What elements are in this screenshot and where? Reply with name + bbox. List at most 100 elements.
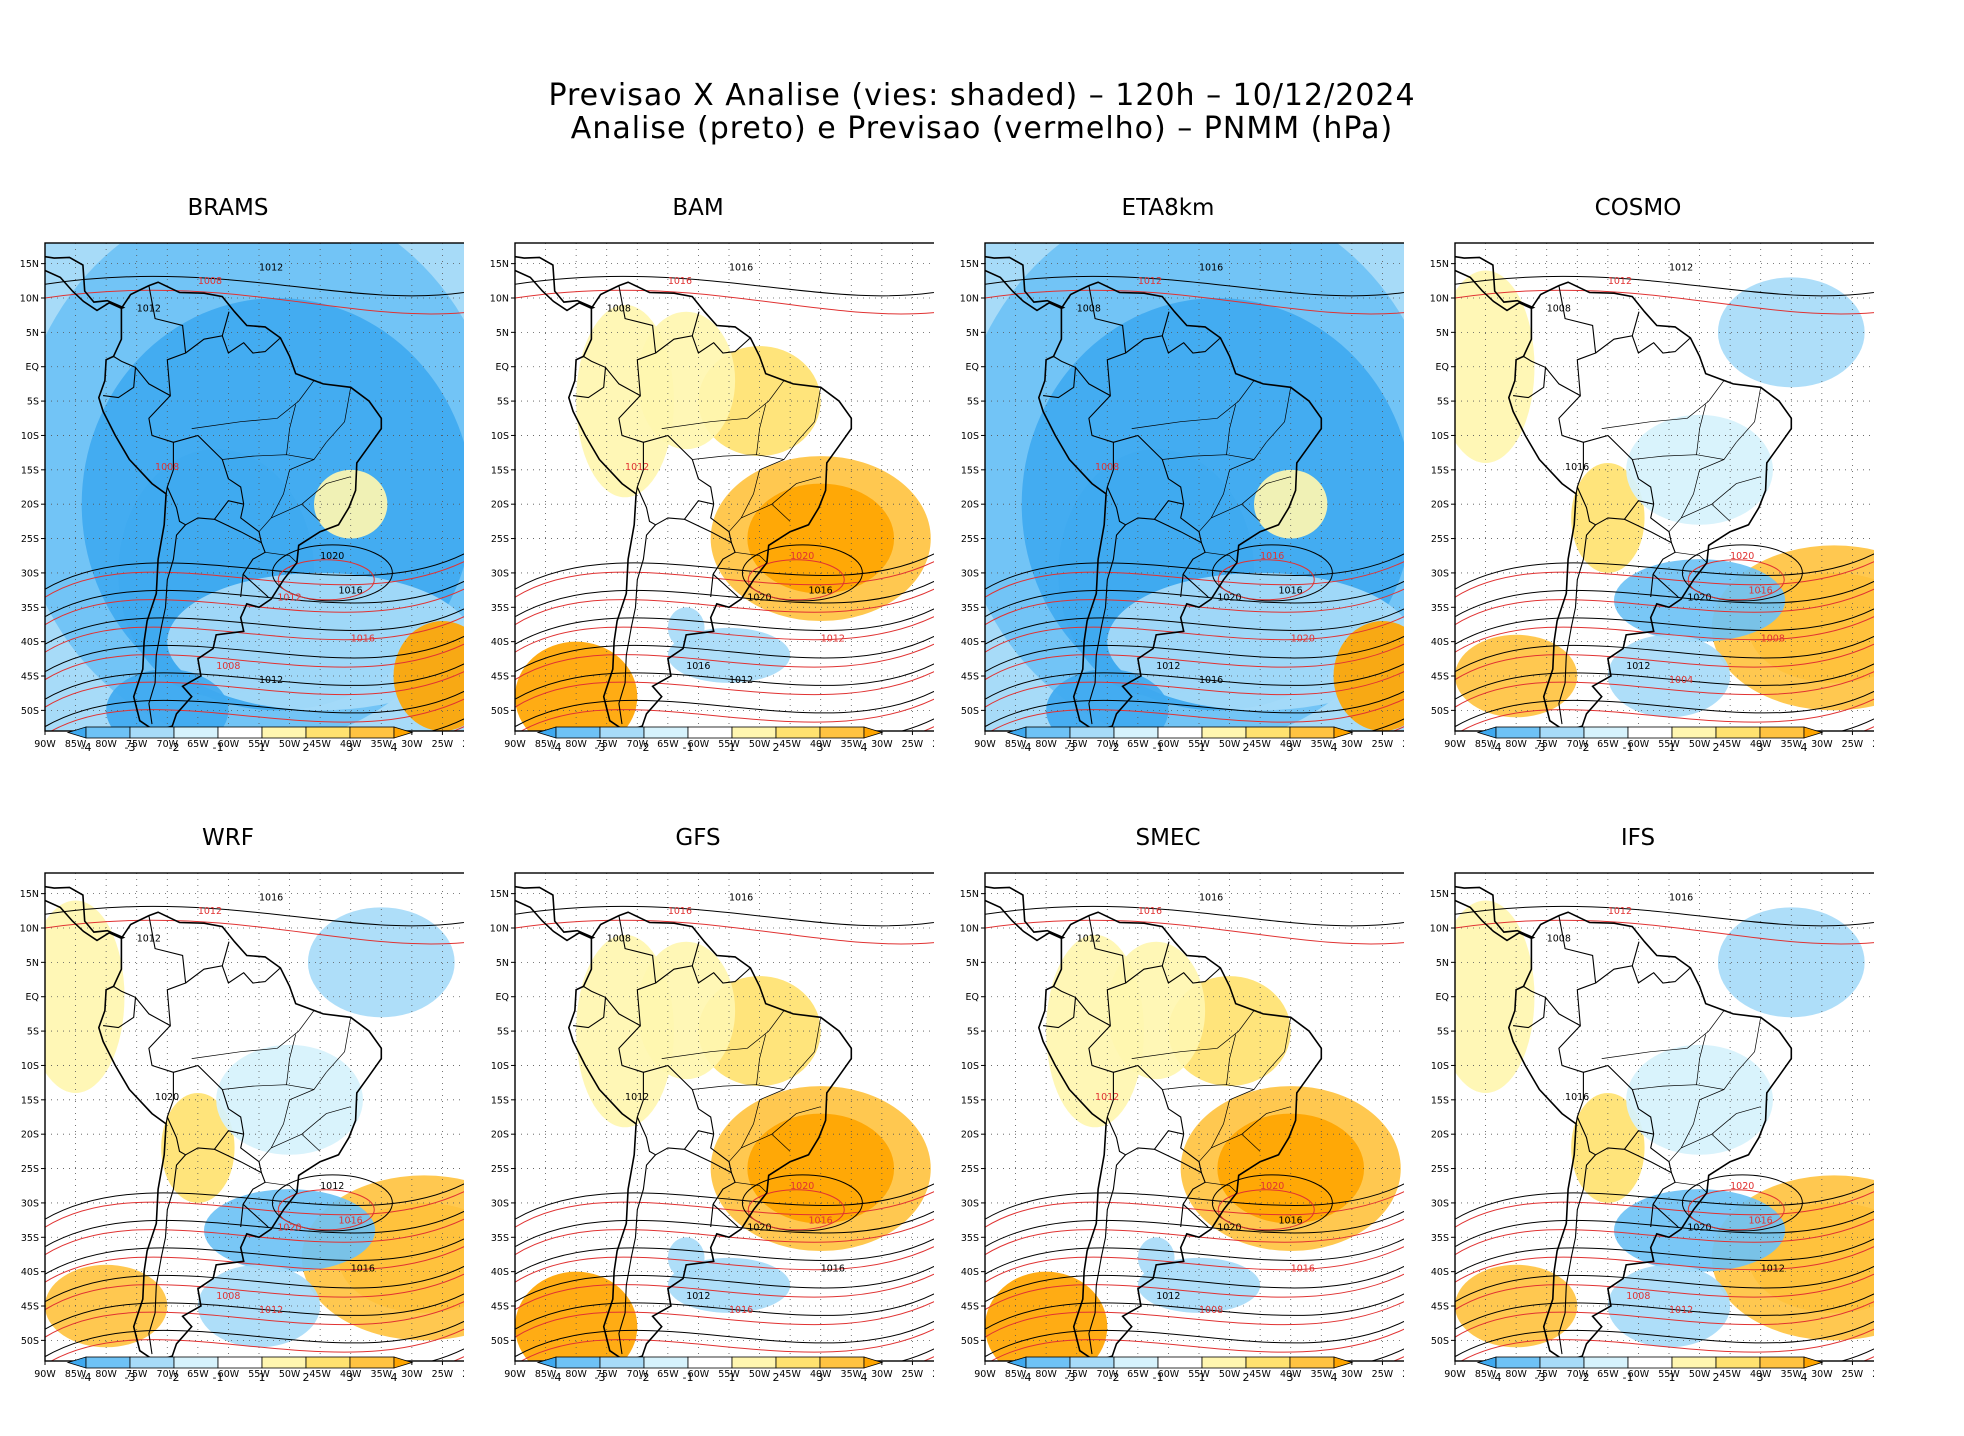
- lat-label: 20S: [961, 1130, 979, 1141]
- lat-label: 5N: [26, 958, 39, 969]
- forecast-contour: [990, 1324, 1413, 1361]
- lon-label: 50W: [749, 739, 771, 750]
- analysis-contour: [45, 1178, 473, 1220]
- colorbar-label: -4: [1021, 741, 1032, 754]
- colorbar-label: -3: [595, 1371, 606, 1384]
- colorbar-label: 2: [773, 741, 780, 754]
- lon-label: 45W: [779, 739, 801, 750]
- contour-label: 1012: [259, 1305, 283, 1316]
- lat-label: 25S: [21, 534, 39, 545]
- coastline: [45, 885, 126, 942]
- lon-label: 50W: [1689, 1369, 1711, 1380]
- colorbar-label: 4: [861, 741, 868, 754]
- lat-label: 15N: [960, 889, 979, 900]
- country-border: [1576, 486, 1654, 526]
- forecast-contour: [985, 1214, 1413, 1256]
- lat-label: 5N: [26, 328, 39, 339]
- bias-field: 1016 1016 1012 1012 1016 1020 1020 1016 1012 1008: [985, 873, 1413, 1361]
- panel-cosmo: COSMO 1012 1012 1008 1016 1016 1020 1020 1008 101…: [1418, 195, 1895, 765]
- contour-label: 1008: [1761, 634, 1785, 645]
- colorbar-segment: [1157, 1356, 1203, 1369]
- forecast-contour: [515, 1186, 943, 1228]
- analysis-contour: [515, 603, 943, 645]
- state-border: [740, 1089, 785, 1149]
- figure-title-line2: Analise (preto) e Previsao (vermelho) – …: [570, 111, 1394, 146]
- country-border: [1053, 285, 1127, 397]
- colorbar-label: 4: [1801, 1371, 1808, 1384]
- colorbar-label: -2: [169, 1371, 180, 1384]
- lat-label: 35S: [961, 1233, 979, 1244]
- colorbar-label: -1: [213, 1371, 224, 1384]
- bias-region: [747, 483, 895, 594]
- lat-label: 20S: [1431, 1130, 1449, 1141]
- country-border: [1053, 915, 1127, 1027]
- forecast-contour: [747, 559, 845, 601]
- lon-label: 20W: [932, 739, 934, 750]
- lon-label: 30W: [1341, 739, 1363, 750]
- analysis-contour: [1455, 1178, 1883, 1220]
- country-border: [643, 434, 715, 505]
- state-border: [265, 551, 298, 563]
- contour-label: 1012: [259, 675, 283, 686]
- forecast-contour: [515, 919, 943, 945]
- lat-label: 10S: [1431, 1061, 1449, 1072]
- lon-label: 65W: [657, 1369, 679, 1380]
- lat-label: 25S: [961, 534, 979, 545]
- country-border: [655, 311, 700, 354]
- country-border: [583, 915, 657, 1027]
- lat-label: 25S: [961, 1164, 979, 1175]
- lat-label: 35S: [21, 603, 39, 614]
- colorbar-segment: [731, 726, 777, 739]
- state-border: [756, 1034, 767, 1085]
- country-border: [1650, 1204, 1654, 1228]
- forecast-contour: [520, 694, 943, 731]
- contour-label: 1008: [1547, 934, 1571, 945]
- lon-label: 45W: [309, 739, 331, 750]
- colorbar-segment: [1671, 1356, 1717, 1369]
- forecast-contour: [985, 919, 1413, 945]
- country-border: [691, 335, 751, 354]
- contour-label: 1016: [1565, 1092, 1589, 1103]
- country-border: [1631, 965, 1691, 984]
- colorbar: -4 -3 -2 -1 1 2 3 4: [66, 726, 414, 754]
- colorbar-segment: [1289, 1356, 1335, 1369]
- state-border: [1210, 1089, 1255, 1149]
- analysis-contour: [985, 1288, 1413, 1330]
- state-border: [1680, 1089, 1725, 1149]
- analysis-contour: [1455, 1233, 1883, 1275]
- bias-region: [637, 311, 736, 450]
- contour-label: 1012: [625, 462, 649, 473]
- contour-label: 1008: [1077, 304, 1101, 315]
- lon-label: 80W: [565, 739, 587, 750]
- state-border: [771, 503, 791, 522]
- lon-label: 75W: [596, 1369, 618, 1380]
- country-border: [221, 965, 281, 984]
- coastline: [567, 911, 853, 1361]
- country-border: [1513, 367, 1547, 399]
- colorbar-label: 2: [1713, 1371, 1720, 1384]
- state-border: [191, 1010, 315, 1059]
- lon-label: 85W: [1005, 1369, 1027, 1380]
- lon-label: 50W: [749, 1369, 771, 1380]
- lon-label: 25W: [432, 739, 454, 750]
- lat-label: 5S: [497, 397, 509, 408]
- contour-label: 1020: [1687, 1222, 1711, 1233]
- forecast-contour: [50, 694, 473, 731]
- state-border: [301, 1133, 321, 1152]
- forecast-contour: [1455, 1214, 1883, 1256]
- lon-label: 70W: [1567, 1369, 1589, 1380]
- contour-label: 1008: [607, 934, 631, 945]
- state-border: [301, 503, 321, 522]
- country-border: [166, 486, 244, 526]
- map-ifs: 1016 1012 1008 1016 1016 1020 1020 1012 1008 1012…: [1430, 872, 1894, 1384]
- analysis-contour: [271, 1174, 393, 1232]
- contour-label: 1020: [1217, 1222, 1241, 1233]
- colorbar-label: 4: [391, 741, 398, 754]
- lon-label: 80W: [1035, 1369, 1057, 1380]
- lon-label: 50W: [279, 739, 301, 750]
- colorbar-label: 3: [347, 741, 354, 754]
- analysis-contour: [515, 905, 943, 927]
- contours: [45, 905, 473, 1361]
- analysis-contour: [1455, 631, 1883, 673]
- analysis-contour: [45, 686, 473, 728]
